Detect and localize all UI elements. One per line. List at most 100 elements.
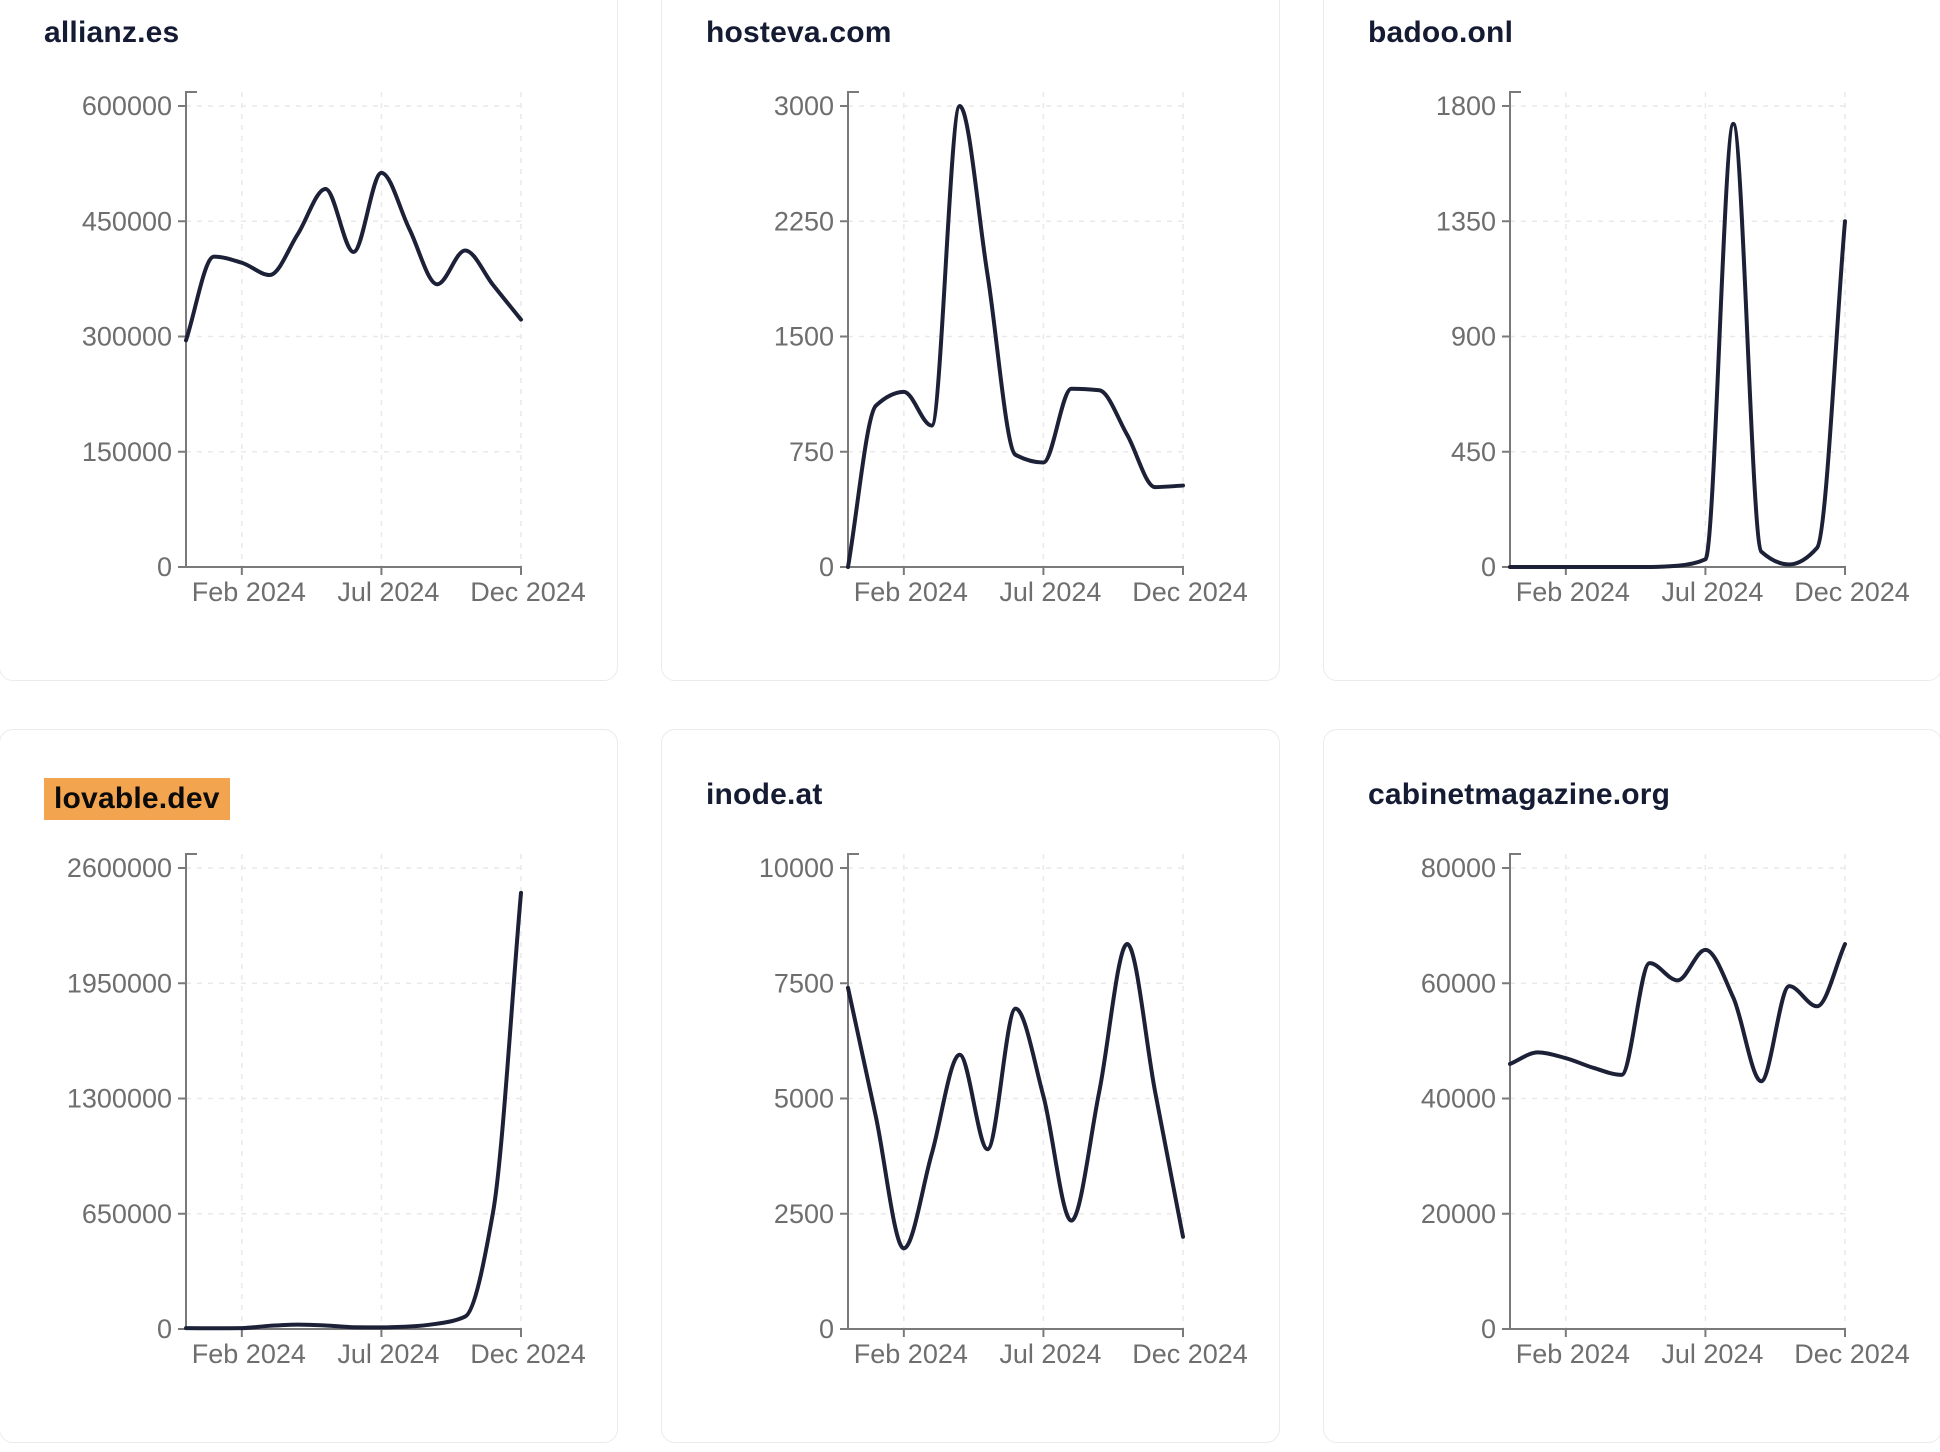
traffic-line-chart: 0 650000 1300000 1950000 2600000 Feb 2024 Jul … (67, 853, 586, 1369)
chart-title-text: allianz.es (44, 16, 180, 49)
y-axis-labels: 0 650000 1300000 1950000 2600000 (67, 853, 172, 1344)
svg-text:1300000: 1300000 (67, 1084, 172, 1114)
svg-text:2600000: 2600000 (67, 853, 172, 883)
axes (840, 91, 1184, 575)
svg-text:750: 750 (789, 437, 834, 467)
svg-text:900: 900 (1451, 322, 1496, 352)
svg-text:40000: 40000 (1421, 1084, 1496, 1114)
y-axis-labels: 0 2500 5000 7500 10000 (759, 853, 834, 1344)
series-line (184, 170, 523, 343)
axes (178, 853, 522, 1337)
chart-title: hosteva.com (706, 16, 892, 50)
svg-text:Feb 2024: Feb 2024 (854, 577, 968, 607)
svg-text:Dec 2024: Dec 2024 (1794, 577, 1910, 607)
chart-card: allianz.es 0 150000 300000 450000 600000 Feb … (0, 0, 618, 681)
chart-title-text: badoo.onl (1368, 16, 1514, 49)
chart-title-text: hosteva.com (706, 16, 892, 49)
svg-text:Jul 2024: Jul 2024 (337, 577, 439, 607)
axes (1502, 91, 1846, 575)
svg-text:1950000: 1950000 (67, 968, 172, 998)
svg-text:Feb 2024: Feb 2024 (192, 577, 306, 607)
svg-text:0: 0 (819, 552, 834, 582)
svg-text:0: 0 (1481, 1314, 1496, 1344)
svg-text:Dec 2024: Dec 2024 (470, 1339, 586, 1369)
chart-title: lovable.dev (44, 778, 230, 820)
axes (840, 853, 1184, 1337)
chart-title: inode.at (706, 778, 823, 812)
grid (186, 92, 522, 567)
svg-text:Dec 2024: Dec 2024 (1794, 1339, 1910, 1369)
svg-text:450000: 450000 (82, 206, 172, 236)
svg-text:300000: 300000 (82, 322, 172, 352)
svg-text:80000: 80000 (1421, 853, 1496, 883)
svg-text:7500: 7500 (774, 968, 834, 998)
svg-text:10000: 10000 (759, 853, 834, 883)
svg-text:Jul 2024: Jul 2024 (1661, 1339, 1763, 1369)
series-line (846, 104, 1185, 569)
svg-text:Jul 2024: Jul 2024 (337, 1339, 439, 1369)
svg-text:Feb 2024: Feb 2024 (1516, 1339, 1630, 1369)
svg-text:1500: 1500 (774, 322, 834, 352)
traffic-line-chart: 0 750 1500 2250 3000 Feb 2024 Jul 2024 Dec 2024 (774, 91, 1248, 607)
chart-title: cabinetmagazine.org (1368, 778, 1670, 812)
x-axis-labels: Feb 2024 Jul 2024 Dec 2024 (1516, 1339, 1910, 1369)
y-axis-labels: 0 750 1500 2250 3000 (774, 91, 834, 582)
x-axis-labels: Feb 2024 Jul 2024 Dec 2024 (192, 1339, 586, 1369)
grid (848, 92, 1184, 567)
traffic-line-chart: 0 20000 40000 60000 80000 Feb 2024 Jul 2024 Dec… (1421, 853, 1910, 1369)
y-axis-labels: 0 20000 40000 60000 80000 (1421, 853, 1496, 1344)
series-line (846, 942, 1185, 1251)
grid (186, 854, 522, 1329)
chart-card: cabinetmagazine.org 0 20000 40000 60000 8000… (1323, 729, 1940, 1443)
chart-card: badoo.onl 0 450 900 1350 1800 Feb 2024 Jul 202… (1323, 0, 1940, 681)
svg-text:Feb 2024: Feb 2024 (854, 1339, 968, 1369)
svg-text:Jul 2024: Jul 2024 (999, 1339, 1101, 1369)
svg-text:Feb 2024: Feb 2024 (192, 1339, 306, 1369)
svg-text:2500: 2500 (774, 1199, 834, 1229)
x-axis-labels: Feb 2024 Jul 2024 Dec 2024 (854, 1339, 1248, 1369)
traffic-line-chart: 0 2500 5000 7500 10000 Feb 2024 Jul 2024 Dec 20… (759, 853, 1248, 1369)
svg-text:20000: 20000 (1421, 1199, 1496, 1229)
svg-text:0: 0 (819, 1314, 834, 1344)
chart-title-text: inode.at (706, 778, 823, 811)
svg-text:Dec 2024: Dec 2024 (470, 577, 586, 607)
svg-text:Dec 2024: Dec 2024 (1132, 577, 1248, 607)
svg-text:2250: 2250 (774, 206, 834, 236)
chart-title-text: cabinetmagazine.org (1368, 778, 1671, 811)
x-axis-labels: Feb 2024 Jul 2024 Dec 2024 (1516, 577, 1910, 607)
series-line (184, 890, 523, 1331)
svg-text:0: 0 (157, 1314, 172, 1344)
chart-card: hosteva.com 0 750 1500 2250 3000 Feb 2024 Jul … (661, 0, 1280, 681)
y-axis-labels: 0 450 900 1350 1800 (1436, 91, 1496, 582)
x-axis-labels: Feb 2024 Jul 2024 Dec 2024 (854, 577, 1248, 607)
y-axis-labels: 0 150000 300000 450000 600000 (82, 91, 172, 582)
svg-text:600000: 600000 (82, 91, 172, 121)
x-axis-labels: Feb 2024 Jul 2024 Dec 2024 (192, 577, 586, 607)
svg-text:3000: 3000 (774, 91, 834, 121)
svg-text:450: 450 (1451, 437, 1496, 467)
axes (178, 91, 522, 575)
svg-text:5000: 5000 (774, 1084, 834, 1114)
svg-text:Feb 2024: Feb 2024 (1516, 577, 1630, 607)
chart-title-text: lovable.dev (44, 778, 230, 820)
svg-text:0: 0 (1481, 552, 1496, 582)
grid (848, 854, 1184, 1329)
chart-card: lovable.dev 0 650000 1300000 1950000 2600000… (0, 729, 618, 1443)
axes (1502, 853, 1846, 1337)
grid (1510, 92, 1846, 567)
grid (1510, 854, 1846, 1329)
chart-card: inode.at 0 2500 5000 7500 10000 Feb 2024 Jul 2… (661, 729, 1280, 1443)
svg-text:60000: 60000 (1421, 968, 1496, 998)
svg-text:1350: 1350 (1436, 206, 1496, 236)
traffic-line-chart: 0 150000 300000 450000 600000 Feb 2024 Jul 202… (82, 91, 586, 607)
chart-title: allianz.es (44, 16, 179, 50)
series-line (1508, 942, 1847, 1084)
svg-text:1800: 1800 (1436, 91, 1496, 121)
traffic-line-chart: 0 450 900 1350 1800 Feb 2024 Jul 2024 Dec 2024 (1436, 91, 1910, 607)
svg-text:650000: 650000 (82, 1199, 172, 1229)
svg-text:0: 0 (157, 552, 172, 582)
series-line (1508, 121, 1847, 569)
svg-text:Dec 2024: Dec 2024 (1132, 1339, 1248, 1369)
svg-text:Jul 2024: Jul 2024 (999, 577, 1101, 607)
